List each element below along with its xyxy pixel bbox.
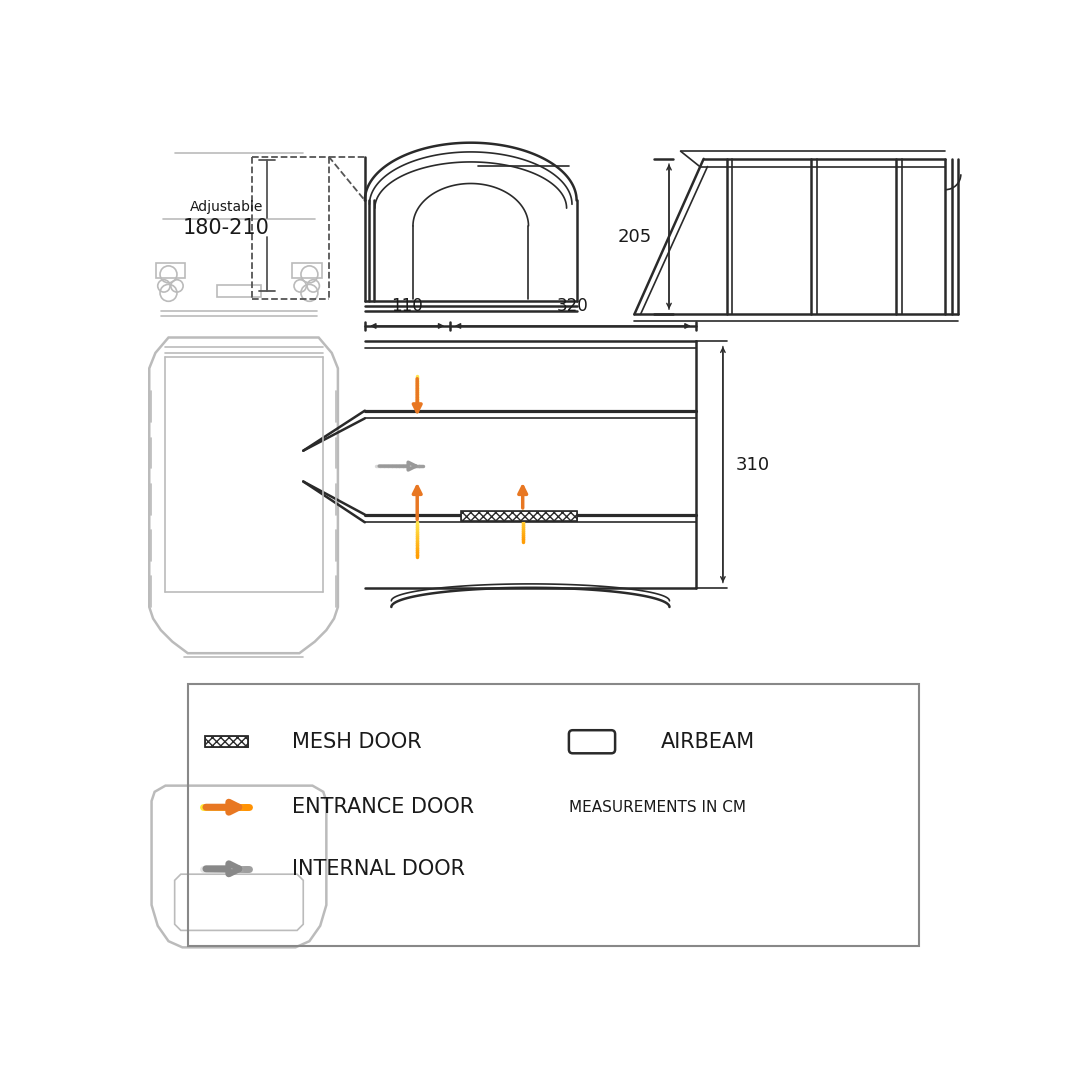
Text: 205: 205 [618,228,652,245]
Text: AIRBEAM: AIRBEAM [661,732,755,752]
Bar [205,737,247,747]
Text: 310: 310 [735,456,769,473]
Text: 320: 320 [557,297,589,315]
Text: 180-210: 180-210 [183,218,270,239]
Bar [461,511,577,521]
Bar [205,737,247,747]
Bar [188,684,919,946]
Text: 110: 110 [391,297,423,315]
Bar [157,262,186,279]
Text: ENTRANCE DOOR: ENTRANCE DOOR [292,797,474,818]
Text: MESH DOOR: MESH DOOR [292,732,421,752]
Text: INTERNAL DOOR: INTERNAL DOOR [292,859,464,879]
Bar [293,262,322,279]
Text: Adjustable: Adjustable [190,200,262,214]
Bar [461,511,577,521]
Bar [217,285,260,297]
Text: MEASUREMENTS IN CM: MEASUREMENTS IN CM [569,799,746,814]
